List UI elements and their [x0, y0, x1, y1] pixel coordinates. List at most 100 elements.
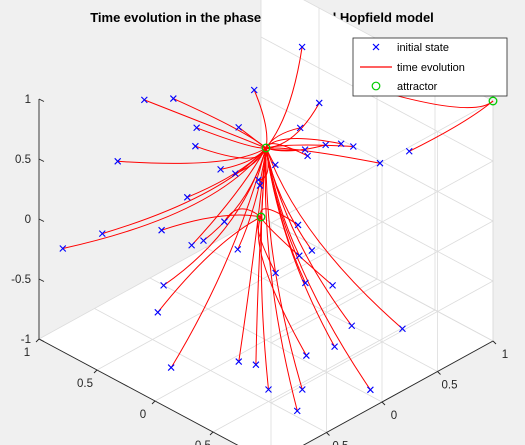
trajectory-line — [265, 46, 303, 149]
legend-label-time-evolution: time evolution — [397, 62, 465, 74]
x-tick-label: 1 — [24, 347, 30, 359]
initial-state-marker — [188, 241, 196, 249]
initial-state-marker — [298, 43, 306, 51]
legend: initial state time evolution attractor — [352, 37, 508, 97]
x-tick-mark — [93, 369, 98, 374]
initial-state-marker — [337, 140, 345, 148]
y-tick-mark — [381, 401, 386, 406]
grid-line — [260, 36, 494, 162]
initial-state-marker — [167, 364, 175, 371]
trajectory-line — [265, 102, 320, 149]
z-tick-label: 0 — [25, 214, 31, 226]
initial-state-marker — [231, 170, 239, 178]
trajectory-line — [163, 147, 267, 286]
trajectory-line — [220, 147, 267, 170]
grid-line — [149, 277, 383, 403]
initial-state-marker — [200, 237, 207, 245]
initial-state-marker — [193, 124, 201, 132]
z-tick-label: -1 — [21, 334, 31, 346]
trajectory-line — [257, 216, 307, 356]
trajectory-line — [385, 92, 494, 109]
initial-state-marker — [217, 166, 224, 173]
initial-state-marker — [301, 146, 309, 153]
initial-state-marker — [98, 230, 106, 237]
initial-state-marker — [348, 322, 356, 330]
grid-line — [38, 216, 262, 340]
trajectory-line — [238, 147, 267, 362]
legend-marker-attractor — [371, 81, 381, 91]
trajectory-line — [265, 147, 381, 164]
initial-state-marker — [158, 226, 165, 234]
legend-label-attractor: attractor — [397, 81, 438, 93]
initial-state-marker — [331, 343, 338, 350]
initial-state-marker — [322, 141, 330, 149]
initial-state-marker — [315, 99, 323, 107]
trajectory-line — [144, 99, 267, 149]
trajectory-line — [257, 216, 277, 274]
grid-line — [96, 247, 320, 371]
z-tick-mark — [38, 338, 45, 342]
initial-state-marker — [160, 282, 167, 289]
initial-state-marker — [294, 221, 302, 229]
trajectory-line — [161, 214, 262, 231]
z-tick-label: 1 — [25, 94, 31, 106]
initial-state-marker — [169, 95, 177, 102]
trajectory-line — [265, 147, 303, 390]
z-tick-label: -0.5 — [11, 274, 31, 286]
initial-state-marker — [154, 308, 162, 316]
trajectory-line — [117, 147, 267, 164]
y-tick-mark — [492, 340, 497, 345]
initial-state-marker — [304, 152, 311, 160]
grid-line — [260, 216, 494, 342]
initial-state-marker — [140, 96, 148, 104]
initial-state-marker — [265, 386, 272, 393]
x-tick-mark — [209, 431, 214, 436]
grid-line — [270, 100, 494, 224]
initial-state-marker — [376, 159, 384, 167]
z-tick-mark — [38, 278, 45, 282]
initial-state-marker — [255, 176, 262, 184]
initial-state-marker — [221, 218, 228, 226]
initial-state-marker — [272, 269, 279, 277]
initial-state-marker — [250, 86, 258, 94]
markers — [59, 43, 413, 415]
initial-state-marker — [308, 247, 316, 254]
initial-state-marker — [271, 161, 279, 169]
initial-state-marker — [295, 252, 303, 260]
x-tick-mark — [151, 400, 156, 405]
initial-state-marker — [256, 182, 264, 189]
y-tick-mark — [326, 432, 330, 436]
y-tick-mark — [437, 371, 441, 375]
initial-state-marker — [405, 147, 413, 155]
attractor-marker — [488, 96, 498, 106]
trajectory-line — [409, 100, 494, 152]
axis-lines — [35, 98, 497, 445]
trajectory-line — [255, 147, 267, 365]
x-tick-label: 0 — [140, 409, 146, 421]
initial-state-marker — [298, 386, 306, 393]
x-tick-mark — [35, 338, 40, 343]
initial-state-marker — [329, 282, 336, 289]
initial-state-marker — [252, 361, 260, 369]
z-tick-label: 0.5 — [15, 154, 31, 166]
initial-state-marker — [235, 123, 243, 131]
x-tick-label: 0.5 — [77, 378, 93, 390]
initial-state-marker — [234, 245, 242, 253]
grid-line — [260, 96, 494, 222]
trajectory-line — [265, 147, 313, 251]
initial-state-marker — [114, 157, 122, 165]
trajectory-line — [170, 147, 267, 368]
attractors — [256, 96, 498, 222]
attractor-marker — [261, 143, 271, 153]
y-tick-label: -0.5 — [329, 441, 349, 445]
initial-state-marker — [296, 124, 304, 132]
y-tick-label: 0 — [391, 410, 397, 422]
trajectory-line — [157, 216, 262, 313]
trajectory-line — [265, 147, 403, 330]
initial-state-marker — [183, 193, 191, 201]
initial-state-marker — [349, 143, 357, 150]
initial-state-marker — [235, 358, 243, 365]
grid-line — [270, 160, 494, 284]
initial-state-marker — [293, 407, 301, 415]
